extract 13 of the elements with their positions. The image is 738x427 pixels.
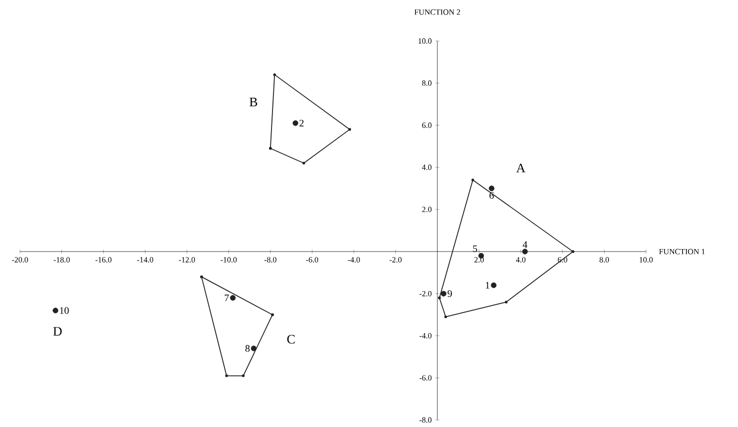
annotation: 6 xyxy=(490,192,494,199)
annotation: B xyxy=(250,98,258,106)
annotation: 2 xyxy=(300,120,304,126)
annotation: D xyxy=(53,327,62,336)
annotation: A xyxy=(516,164,526,172)
annotation: 7 xyxy=(224,294,229,302)
annotation: C xyxy=(287,334,295,344)
annotation: 9 xyxy=(448,290,452,298)
annotation: 8 xyxy=(245,345,250,352)
annotation: 4 xyxy=(522,241,528,248)
annotation: 10 xyxy=(60,307,69,314)
annotation: 1 xyxy=(486,282,490,289)
annotation: 5 xyxy=(473,245,478,252)
